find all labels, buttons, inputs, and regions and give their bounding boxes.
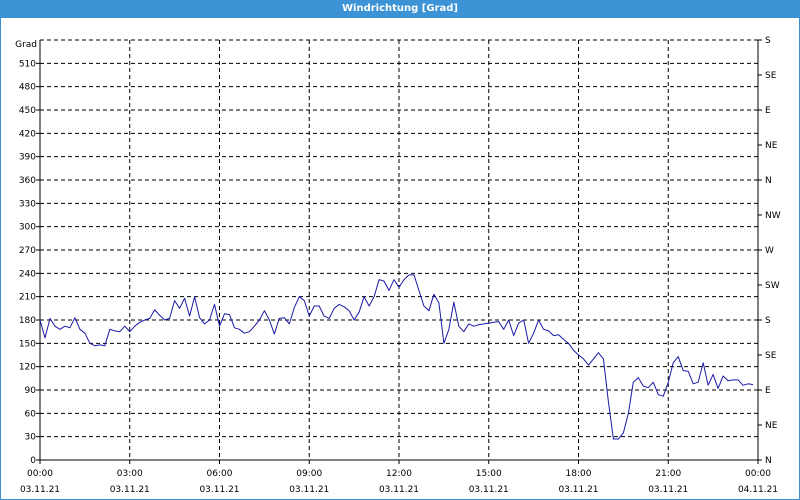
- x-tick-date-label: 03.11.21: [289, 485, 329, 495]
- x-tick-time-label: 00:00: [745, 469, 771, 479]
- y2-tick-label: E: [765, 386, 771, 396]
- y-tick-label: 480: [19, 83, 36, 93]
- y-tick-label: 330: [19, 199, 36, 209]
- y2-tick-label: NW: [765, 211, 781, 221]
- x-tick-time-label: 15:00: [476, 469, 502, 479]
- y2-tick-label: SE: [765, 71, 777, 81]
- y-tick-label: 510: [19, 59, 36, 69]
- axes: [36, 39, 762, 464]
- y-tick-label: 120: [19, 363, 36, 373]
- title-bar: Windrichtung [Grad]: [0, 0, 800, 18]
- grid-lines: [40, 39, 758, 460]
- y-tick-label: 0: [30, 456, 36, 466]
- x-tick-date-label: 03.11.21: [648, 485, 688, 495]
- x-tick-date-label: 03.11.21: [558, 485, 598, 495]
- y-tick-label: 150: [19, 339, 36, 349]
- series-line-0: [39, 274, 754, 440]
- x-tick-date-label: 04.11.21: [738, 485, 778, 495]
- x-tick-date-label: 03.11.21: [379, 485, 419, 495]
- chart-title: Windrichtung [Grad]: [342, 3, 458, 14]
- y-axis-label: Grad: [15, 40, 37, 50]
- y-tick-label: 60: [25, 409, 37, 419]
- y2-tick-label: N: [765, 176, 772, 186]
- y-tick-label: 300: [19, 223, 36, 233]
- x-tick-date-label: 03.11.21: [199, 485, 239, 495]
- x-tick-time-label: 00:00: [27, 469, 53, 479]
- y2-tick-label: E: [765, 106, 771, 116]
- y-tick-label: 390: [19, 153, 36, 163]
- y-tick-label: 90: [25, 386, 37, 396]
- x-tick-time-label: 09:00: [296, 469, 322, 479]
- y-tick-label: 210: [19, 293, 36, 303]
- x-tick-date-label: 03.11.21: [469, 485, 509, 495]
- y-tick-label: 240: [19, 269, 36, 279]
- y-tick-label: 360: [19, 176, 36, 186]
- y2-tick-label: NE: [765, 421, 778, 431]
- y2-tick-label: S: [765, 36, 771, 46]
- y-tick-label: 270: [19, 246, 36, 256]
- x-tick-time-label: 03:00: [117, 469, 143, 479]
- y2-tick-label: W: [765, 246, 774, 256]
- y2-tick-label: SE: [765, 351, 777, 361]
- y2-tick-label: N: [765, 456, 772, 466]
- y2-tick-label: NE: [765, 141, 778, 151]
- x-tick-time-label: 12:00: [386, 469, 412, 479]
- tick-labels: 0 30 60 90 120 150 180 210 240 270 300 330 360 390 420…: [15, 36, 781, 495]
- y-tick-label: 30: [25, 433, 37, 443]
- y2-tick-label: S: [765, 316, 771, 326]
- series-layer: [39, 274, 754, 440]
- x-tick-date-label: 03.11.21: [20, 485, 60, 495]
- y-tick-label: 180: [19, 316, 36, 326]
- x-tick-date-label: 03.11.21: [110, 485, 150, 495]
- y2-tick-label: SW: [765, 281, 780, 291]
- y-tick-label: 450: [19, 106, 36, 116]
- x-tick-time-label: 18:00: [566, 469, 592, 479]
- y-tick-label: 420: [19, 129, 36, 139]
- x-tick-time-label: 06:00: [207, 469, 233, 479]
- x-tick-time-label: 21:00: [655, 469, 681, 479]
